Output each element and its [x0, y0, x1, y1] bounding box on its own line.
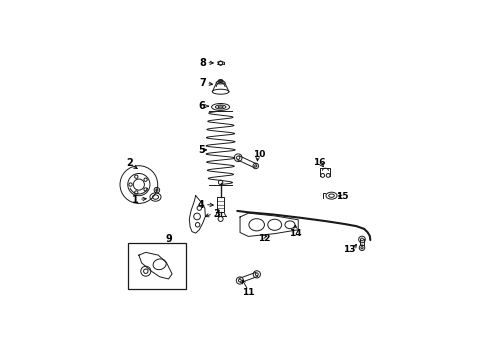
Text: 11: 11 [242, 288, 255, 297]
Bar [128, 243, 186, 288]
Text: 6: 6 [198, 101, 205, 111]
Text: 10: 10 [253, 150, 266, 158]
Text: 4: 4 [198, 199, 205, 210]
Text: 13: 13 [343, 245, 356, 254]
Text: 5: 5 [198, 145, 205, 155]
Text: 16: 16 [313, 158, 325, 167]
Text: 8: 8 [199, 58, 206, 68]
Text: 1: 1 [132, 195, 139, 205]
Text: 3: 3 [213, 209, 220, 219]
Text: 9: 9 [166, 234, 173, 244]
Text: 12: 12 [258, 234, 270, 243]
Text: 2: 2 [126, 158, 133, 168]
Bar [217, 197, 224, 212]
Text: 14: 14 [289, 229, 302, 238]
Text: 15: 15 [336, 192, 349, 201]
Text: 7: 7 [199, 78, 206, 89]
